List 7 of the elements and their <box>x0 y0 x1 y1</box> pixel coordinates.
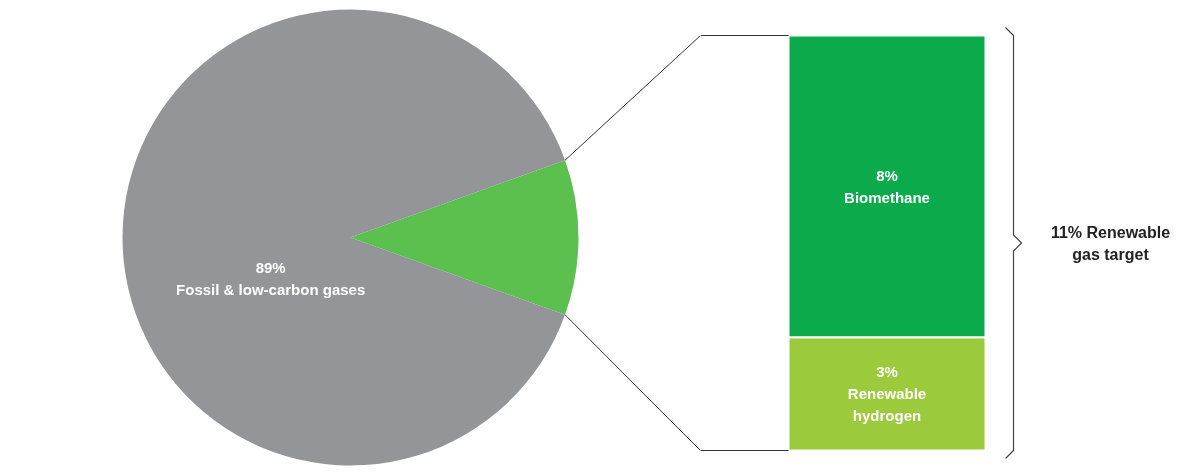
series-label: Renewable hydrogen <box>847 385 927 425</box>
data-label: 3% <box>876 363 898 381</box>
slice-label: Fossil & low-carbon gases <box>176 281 366 298</box>
data-label: 89% <box>255 259 286 276</box>
data-label: 8% <box>876 166 898 184</box>
text: 11% Renewable gas target <box>1050 223 1171 263</box>
series-label: Biomethane <box>844 188 930 206</box>
